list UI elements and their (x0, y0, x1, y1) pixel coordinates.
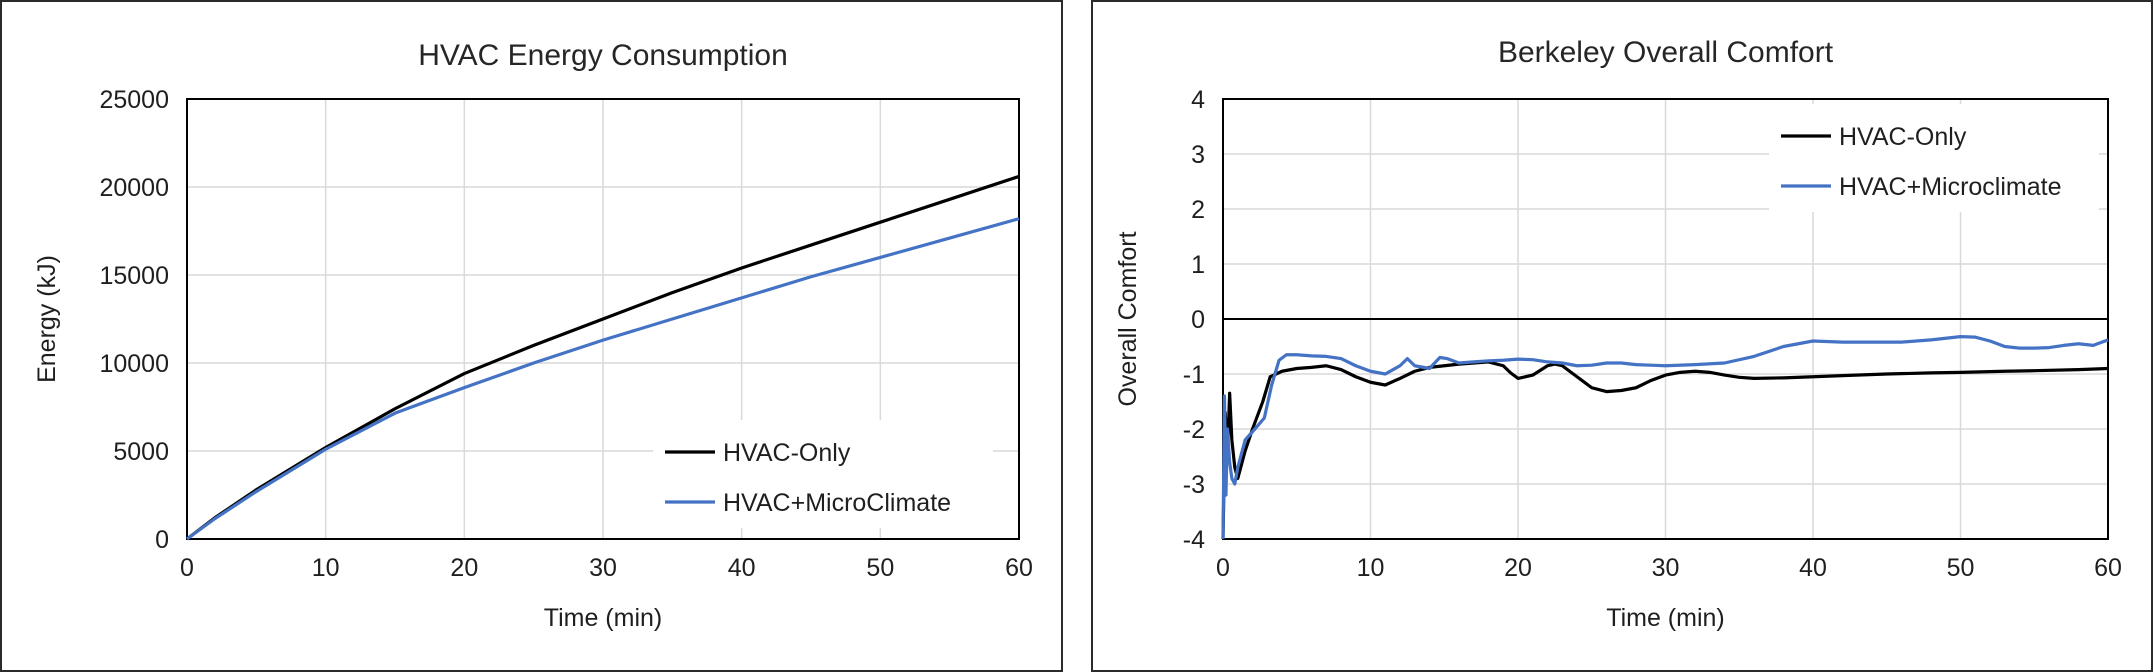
chart-1-ytick-label: 4 (1191, 86, 1205, 114)
chart-1-x-axis-label: Time (min) (1606, 604, 1725, 632)
comfort-chart-panel: Berkeley Overall Comfort 0 10 20 30 40 50 60 -4-… (1091, 0, 2153, 672)
chart-1-xtick-label: 20 (1504, 554, 1532, 582)
chart-1-title: Berkeley Overall Comfort (1498, 36, 1834, 69)
chart-0-ytick-label: 5000 (113, 438, 169, 466)
chart-1-legend-box (1769, 104, 2099, 212)
chart-0-title: HVAC Energy Consumption (418, 39, 788, 72)
chart-0-xtick-label: 60 (1005, 554, 1033, 582)
chart-0-ytick-label: 25000 (99, 86, 169, 114)
energy-chart: HVAC Energy Consumption 0 10 20 30 40 50 60 0 500… (33, 39, 1033, 632)
chart-1-series-line-1 (1221, 335, 2109, 540)
chart-0-x-axis-label: Time (min) (544, 604, 663, 632)
chart-1-ytick-label: -4 (1183, 526, 1205, 554)
chart-0-plot-frame (186, 98, 1020, 540)
chart-1-series-line-0 (1221, 360, 2109, 540)
chart-1-ytick-label: -2 (1183, 416, 1205, 444)
chart-0-ytick-label: 10000 (99, 350, 169, 378)
chart-0-xtick-label: 40 (728, 554, 756, 582)
chart-1-ytick-label: 3 (1191, 141, 1205, 169)
chart-1-y-axis-label: Overall Comfort (1114, 231, 1142, 406)
chart-0-ytick-label: 15000 (99, 262, 169, 290)
chart-1-ytick-label: -3 (1183, 471, 1205, 499)
chart-1-legend-label-0: HVAC-Only (1839, 123, 1967, 151)
chart-1-xtick-label: 50 (1947, 554, 1975, 582)
chart-0-series-line-1 (186, 217, 1020, 541)
chart-0-legend-label-0: HVAC-Only (723, 439, 851, 467)
chart-1-legend-label-1: HVAC+Microclimate (1839, 173, 2062, 201)
chart-0-legend-box (653, 420, 993, 528)
chart-0-ytick-label: 20000 (99, 174, 169, 202)
chart-1-xtick-label: 0 (1216, 554, 1230, 582)
chart-0-xtick-label: 0 (180, 554, 194, 582)
chart-1-ytick-label: 2 (1191, 196, 1205, 224)
chart-1-ytick-label: 1 (1191, 251, 1205, 279)
chart-1-ytick-label: -1 (1183, 361, 1205, 389)
chart-0-xtick-label: 10 (312, 554, 340, 582)
chart-0-xtick-label: 20 (450, 554, 478, 582)
chart-1-xtick-label: 30 (1652, 554, 1680, 582)
chart-0-legend-label-1: HVAC+MicroClimate (723, 489, 951, 517)
chart-1-xtick-label: 40 (1799, 554, 1827, 582)
energy-chart-panel: HVAC Energy Consumption 0 10 20 30 40 50 60 0 500… (0, 0, 1063, 672)
chart-0-xtick-label: 50 (866, 554, 894, 582)
chart-0-xtick-label: 30 (589, 554, 617, 582)
chart-0-y-axis-label: Energy (kJ) (33, 255, 61, 383)
chart-1-plot-frame (1222, 98, 2109, 540)
chart-0-ytick-label: 0 (155, 526, 169, 554)
chart-1-xtick-label: 10 (1357, 554, 1385, 582)
chart-1-xtick-label: 60 (2094, 554, 2122, 582)
chart-1-ytick-label: 0 (1191, 306, 1205, 334)
